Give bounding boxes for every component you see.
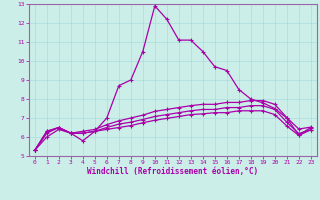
X-axis label: Windchill (Refroidissement éolien,°C): Windchill (Refroidissement éolien,°C) <box>87 167 258 176</box>
